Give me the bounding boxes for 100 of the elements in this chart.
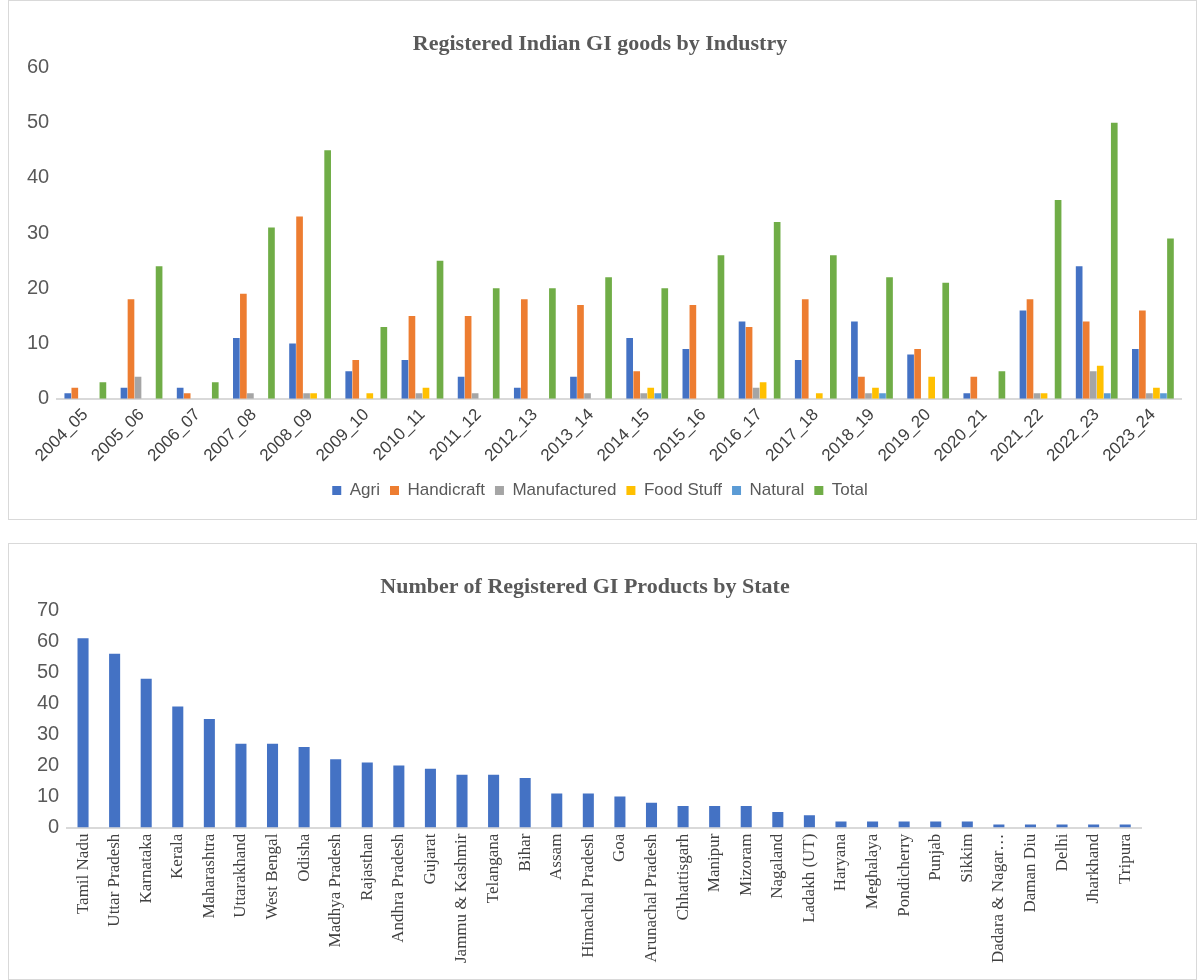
bar (424, 768, 436, 828)
bar (867, 821, 879, 828)
x-tick-label: Mizoram (735, 833, 755, 896)
x-tick-label: Punjab (925, 833, 945, 881)
bar (155, 266, 163, 399)
bar (233, 338, 240, 399)
bar (109, 653, 121, 828)
bar (361, 762, 373, 828)
bar (661, 288, 669, 399)
x-tick-label: Uttarakhand (230, 833, 250, 918)
bar (801, 299, 809, 399)
legend-label: Food Stuff (643, 480, 723, 500)
x-tick-label: Jammu & Kashmir (451, 833, 471, 964)
bar (71, 387, 79, 399)
chart-title: Registered Indian GI goods by Industry (412, 29, 788, 55)
bar (654, 393, 662, 399)
bar (677, 805, 689, 828)
x-tick-label: Daman Diu (1019, 833, 1039, 913)
bar (1054, 199, 1062, 399)
bar (296, 216, 303, 399)
legend-label: Manufactured (512, 480, 617, 500)
bar (345, 371, 353, 399)
bar (1082, 321, 1090, 399)
y-tick-label: 0 (48, 815, 60, 838)
bar (330, 759, 342, 828)
bar (605, 277, 612, 399)
bar (183, 393, 191, 399)
x-tick-label: Tripura (1114, 833, 1134, 885)
x-tick-label: Manipur (704, 833, 724, 893)
y-tick-label: 0 (38, 386, 50, 409)
bar (366, 393, 374, 399)
bar (865, 393, 872, 399)
bar (570, 376, 577, 399)
x-tick-label: Nagaland (767, 833, 787, 899)
x-tick-label: Bihar (514, 833, 534, 872)
bar (310, 393, 317, 399)
bar (456, 774, 468, 828)
bar (298, 746, 310, 828)
x-tick-label: Uttar Pradesh (104, 833, 124, 927)
bar (127, 299, 135, 399)
bar (577, 304, 584, 399)
bar (872, 387, 879, 399)
x-tick-label: Delhi (1051, 833, 1071, 872)
x-tick-label: Chhattisgarh (672, 833, 692, 921)
x-tick-label: Karnataka (135, 833, 155, 904)
bar (830, 255, 837, 399)
bar (961, 821, 973, 828)
bar (738, 321, 746, 399)
x-tick-label: Ladakh (UT) (798, 833, 818, 923)
bar (393, 765, 405, 828)
bar (584, 393, 591, 399)
bar (1110, 122, 1118, 399)
y-tick-label: 10 (37, 784, 60, 807)
y-tick-label: 30 (27, 220, 50, 243)
bar (614, 796, 626, 828)
bar (740, 805, 752, 828)
y-tick-label: 20 (27, 275, 50, 298)
bar (551, 793, 563, 828)
x-tick-label: Maharashtra (198, 833, 218, 919)
bar (352, 360, 360, 399)
bar (647, 387, 655, 399)
bar (803, 815, 815, 828)
bar (645, 802, 658, 828)
bar (203, 719, 215, 828)
bar (717, 255, 725, 399)
y-tick-label: 50 (27, 110, 50, 133)
x-tick-label: Andhra Pradesh (388, 833, 408, 943)
x-tick-label: Kerala (167, 833, 187, 879)
bar (963, 393, 971, 399)
bar (1153, 387, 1160, 399)
x-tick-label: Assam (546, 833, 566, 880)
legend-label: Total (831, 480, 868, 500)
bar (324, 150, 331, 399)
bar (247, 393, 254, 399)
y-tick-label: 50 (37, 659, 60, 682)
bar (928, 376, 935, 399)
y-tick-label: 10 (27, 331, 50, 354)
bar (633, 371, 641, 399)
y-tick-label: 60 (27, 54, 50, 77)
x-tick-label: Himachal Pradesh (577, 833, 597, 958)
bar (907, 354, 914, 399)
bar (640, 393, 648, 399)
bar (582, 793, 594, 828)
x-tick-label: Telangana (483, 833, 503, 904)
bar (886, 277, 893, 399)
bar (1103, 393, 1111, 399)
bar (77, 638, 89, 828)
x-tick-label: Tamil Nadu (72, 833, 92, 915)
legend-label: Agri (349, 480, 380, 500)
legend-label: Handicraft (407, 480, 486, 500)
x-tick-label: Dadara & Nagar… (988, 833, 1008, 963)
bar (835, 821, 847, 828)
bar (815, 393, 823, 399)
bar (942, 282, 950, 399)
bar (898, 821, 910, 828)
y-tick-label: 40 (27, 165, 50, 188)
bar (970, 376, 978, 399)
x-tick-label: Pondicherry (893, 833, 913, 917)
y-tick-label: 40 (37, 691, 60, 714)
bar (794, 360, 802, 399)
